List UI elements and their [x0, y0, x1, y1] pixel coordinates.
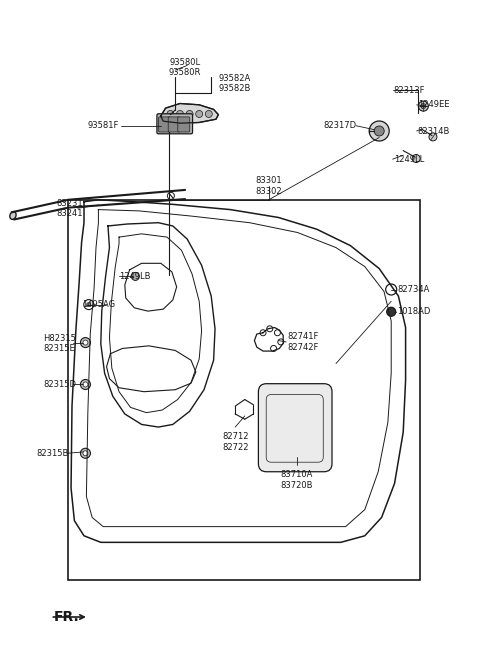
- Text: 82317D: 82317D: [323, 121, 356, 130]
- Text: 83301
83302: 83301 83302: [255, 176, 282, 196]
- Text: 82315B: 82315B: [36, 449, 68, 458]
- Text: 1249EE: 1249EE: [418, 100, 449, 109]
- Circle shape: [83, 451, 88, 456]
- Text: 82313F: 82313F: [394, 86, 425, 95]
- Ellipse shape: [10, 212, 16, 219]
- Text: 1249LB: 1249LB: [119, 272, 151, 281]
- Circle shape: [419, 101, 428, 111]
- Circle shape: [275, 329, 280, 336]
- Circle shape: [132, 272, 139, 280]
- Circle shape: [374, 126, 384, 136]
- Circle shape: [429, 133, 437, 141]
- Circle shape: [87, 303, 91, 307]
- Text: 82741F
82742F: 82741F 82742F: [287, 332, 318, 352]
- FancyBboxPatch shape: [178, 117, 190, 132]
- FancyBboxPatch shape: [157, 114, 192, 134]
- Text: 93581F: 93581F: [88, 121, 119, 130]
- Circle shape: [186, 111, 193, 117]
- Circle shape: [412, 155, 420, 162]
- FancyBboxPatch shape: [168, 117, 180, 132]
- Bar: [68, 200, 420, 580]
- Circle shape: [260, 329, 266, 336]
- Circle shape: [81, 337, 90, 348]
- Text: 1495AG: 1495AG: [82, 300, 115, 309]
- Text: 93580L
93580R: 93580L 93580R: [168, 58, 201, 77]
- Circle shape: [267, 326, 273, 332]
- Text: 82315D: 82315D: [43, 380, 76, 389]
- Circle shape: [369, 121, 389, 141]
- Text: FR.: FR.: [54, 610, 80, 624]
- Text: 1249LL: 1249LL: [394, 155, 424, 164]
- Circle shape: [83, 340, 88, 345]
- FancyBboxPatch shape: [158, 117, 170, 132]
- Circle shape: [421, 103, 426, 109]
- Text: 83710A
83720B: 83710A 83720B: [280, 470, 313, 490]
- Circle shape: [196, 111, 203, 117]
- Circle shape: [167, 111, 174, 117]
- Text: 82734A: 82734A: [397, 285, 430, 294]
- Text: 83231
83241: 83231 83241: [57, 198, 83, 218]
- Polygon shape: [161, 103, 218, 123]
- Circle shape: [205, 111, 212, 117]
- Text: H82315
82315E: H82315 82315E: [43, 333, 76, 353]
- Circle shape: [177, 111, 183, 117]
- Circle shape: [278, 339, 284, 345]
- Text: 82314B: 82314B: [418, 126, 450, 136]
- Text: 1018AD: 1018AD: [397, 307, 431, 316]
- FancyBboxPatch shape: [258, 384, 332, 472]
- Circle shape: [168, 193, 174, 199]
- Text: 82712
82722: 82712 82722: [222, 432, 249, 452]
- Circle shape: [387, 307, 396, 316]
- Circle shape: [81, 448, 90, 458]
- Circle shape: [83, 382, 88, 387]
- Circle shape: [81, 379, 90, 390]
- Circle shape: [271, 345, 276, 352]
- Text: 93582A
93582B: 93582A 93582B: [218, 73, 251, 93]
